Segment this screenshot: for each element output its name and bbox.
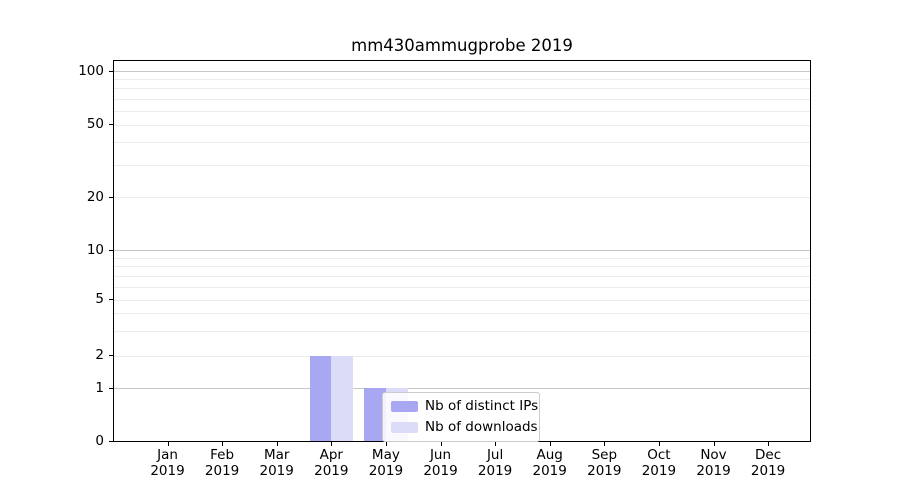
x-tick-month: Apr: [319, 447, 343, 463]
legend-label-downloads: Nb of downloads: [425, 419, 538, 435]
x-tick-year: 2019: [150, 463, 185, 479]
y-tick-mark-1: [109, 387, 113, 389]
x-tick-label-apr: Apr 2019: [296, 447, 366, 479]
legend-item-downloads: Nb of downloads: [391, 419, 538, 436]
downloads-swatch-icon: [391, 422, 418, 433]
x-tick-mark-jul: [495, 442, 497, 446]
bar-apr-distinct-ips: [309, 355, 332, 441]
gridline-y-4: [114, 313, 810, 315]
x-tick-month: Jun: [429, 447, 452, 463]
gridline-y-5: [114, 299, 810, 301]
x-tick-month: Feb: [210, 447, 235, 463]
gridline-y-10: [114, 250, 810, 251]
y-tick-label-2: 2: [95, 347, 104, 363]
y-tick-label-10: 10: [86, 241, 104, 258]
x-tick-label-oct: Oct 2019: [624, 447, 694, 479]
x-tick-mark-feb: [222, 442, 224, 446]
y-tick-label-100: 100: [78, 62, 104, 79]
gridline-y-8: [114, 266, 810, 267]
legend-label-distinct-ips: Nb of distinct IPs: [425, 398, 539, 414]
x-tick-month: Nov: [700, 447, 727, 463]
gridline-y-9: [114, 257, 810, 259]
x-tick-year: 2019: [477, 463, 513, 479]
x-tick-mark-apr: [331, 442, 333, 446]
y-tick-mark-20: [109, 196, 113, 198]
bar-apr-downloads: [331, 355, 354, 441]
x-tick-label-sep: Sep 2019: [569, 447, 639, 479]
y-tick-mark-0: [109, 440, 113, 442]
y-tick-label-20: 20: [86, 188, 104, 205]
x-tick-mark-aug: [549, 442, 551, 446]
x-tick-label-mar: Mar 2019: [242, 447, 312, 479]
x-tick-month: Aug: [536, 447, 563, 463]
x-tick-year: 2019: [314, 463, 349, 479]
x-tick-label-jan: Jan 2019: [133, 447, 203, 479]
x-tick-mark-nov: [713, 442, 715, 446]
gridline-y-50: [114, 124, 810, 126]
x-tick-label-dec: Dec 2019: [733, 447, 803, 479]
y-tick-label-0: 0: [95, 432, 104, 449]
gridline-y-40: [114, 142, 810, 144]
y-tick-mark-100: [109, 70, 113, 72]
legend: Nb of distinct IPs Nb of downloads: [382, 392, 540, 442]
x-tick-year: 2019: [423, 463, 458, 479]
y-tick-mark-50: [109, 124, 113, 126]
x-tick-year: 2019: [641, 463, 677, 479]
x-tick-year: 2019: [696, 463, 731, 479]
x-tick-mark-jan: [167, 442, 169, 446]
gridline-y-30: [114, 165, 810, 167]
y-tick-mark-2: [109, 355, 113, 356]
x-tick-mark-may: [385, 442, 387, 446]
x-tick-label-nov: Nov 2019: [679, 447, 749, 479]
distinct-ips-swatch-icon: [391, 401, 418, 412]
x-tick-mark-mar: [276, 442, 278, 446]
gridline-y-3: [114, 330, 810, 332]
gridline-y-70: [114, 98, 810, 100]
x-tick-year: 2019: [587, 463, 622, 479]
x-tick-month: May: [371, 447, 400, 463]
x-tick-label-jul: Jul 2019: [460, 447, 530, 479]
x-tick-label-aug: Aug 2019: [515, 447, 585, 479]
x-tick-month: Dec: [755, 447, 782, 463]
gridline-y-1: [114, 388, 810, 390]
y-tick-label-5: 5: [95, 291, 104, 308]
y-tick-label-50: 50: [86, 116, 104, 133]
x-tick-label-may: May 2019: [351, 447, 421, 479]
legend-item-distinct-ips: Nb of distinct IPs: [391, 398, 538, 415]
x-tick-label-feb: Feb 2019: [187, 447, 257, 479]
x-tick-mark-sep: [604, 442, 606, 446]
x-tick-year: 2019: [750, 463, 786, 479]
x-tick-month: Sep: [591, 447, 618, 463]
gridline-y-7: [114, 275, 810, 277]
x-tick-month: Jan: [157, 447, 178, 463]
gridline-y-6: [114, 286, 810, 288]
x-tick-year: 2019: [204, 463, 240, 479]
chart-title: mm430ammugprobe 2019: [351, 36, 573, 55]
gridline-y-100: [114, 71, 810, 72]
x-tick-mark-oct: [658, 442, 660, 446]
plot-area: Nb of distinct IPs Nb of downloads: [113, 60, 811, 442]
y-tick-mark-10: [109, 249, 113, 251]
x-tick-label-jun: Jun 2019: [406, 447, 476, 479]
y-tick-label-1: 1: [95, 379, 104, 396]
bar-may-distinct-ips: [364, 388, 386, 441]
gridline-y-20: [114, 197, 810, 199]
gridline-y-60: [114, 110, 810, 112]
x-tick-mark-dec: [768, 442, 770, 446]
x-tick-year: 2019: [532, 463, 567, 479]
x-tick-year: 2019: [368, 463, 404, 479]
x-tick-mark-jun: [440, 442, 442, 446]
x-tick-month: Jul: [486, 447, 504, 463]
gridline-y-2: [114, 355, 810, 357]
x-tick-month: Oct: [647, 447, 671, 463]
gridline-y-80: [114, 88, 810, 90]
x-tick-year: 2019: [259, 463, 294, 479]
y-tick-mark-5: [109, 299, 113, 301]
x-tick-month: Mar: [263, 447, 290, 463]
gridline-y-90: [114, 79, 810, 81]
